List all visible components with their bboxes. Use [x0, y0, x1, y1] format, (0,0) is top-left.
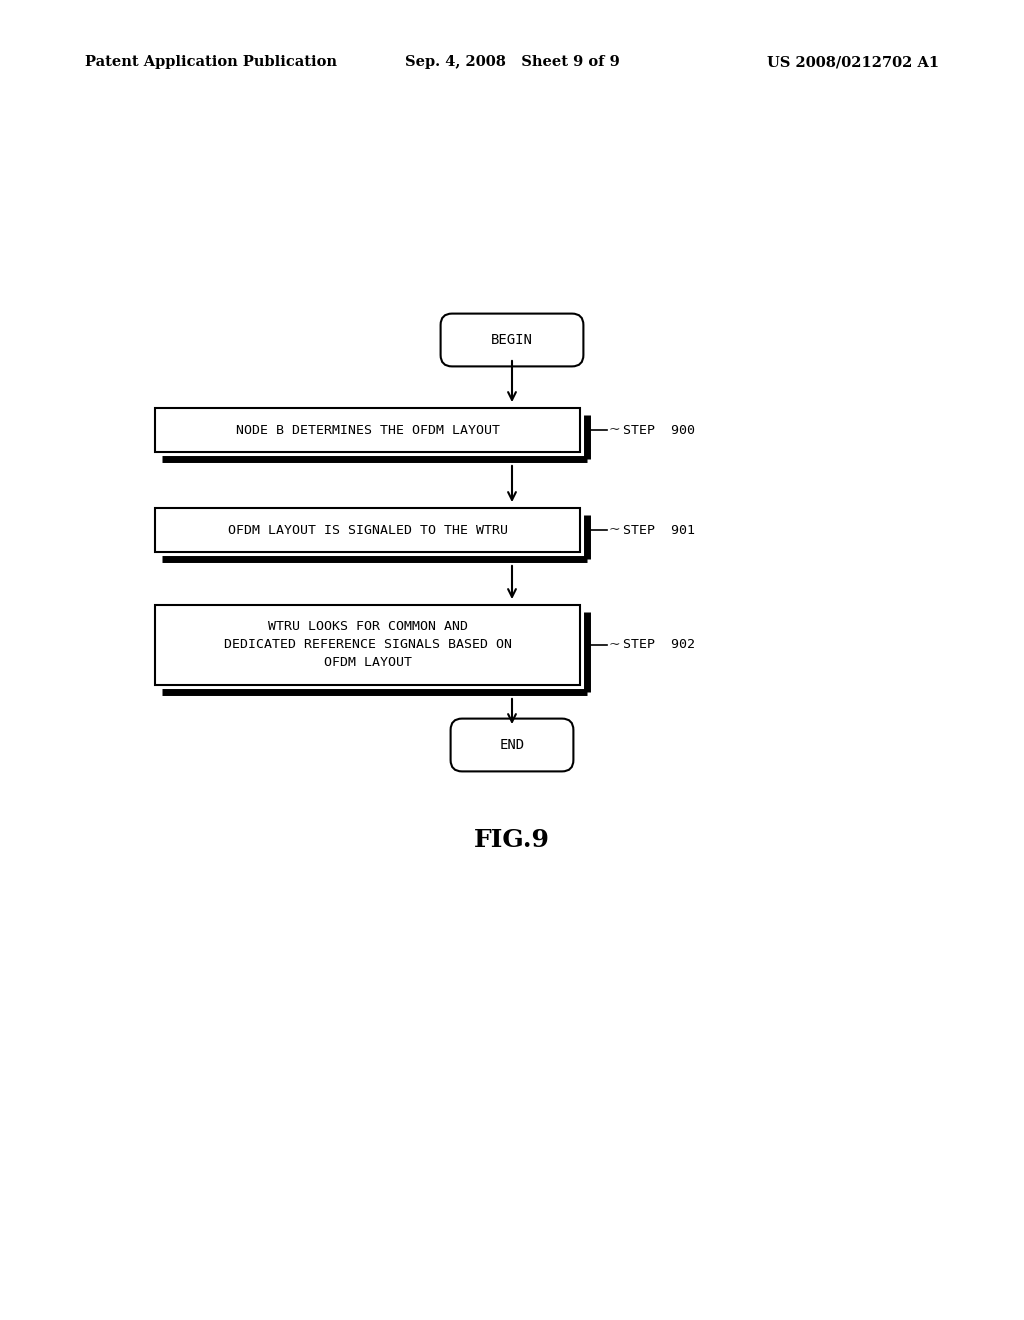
Text: OFDM LAYOUT IS SIGNALED TO THE WTRU: OFDM LAYOUT IS SIGNALED TO THE WTRU — [227, 524, 508, 536]
Text: END: END — [500, 738, 524, 752]
Text: STEP  902: STEP 902 — [623, 639, 695, 652]
Text: NODE B DETERMINES THE OFDM LAYOUT: NODE B DETERMINES THE OFDM LAYOUT — [236, 424, 500, 437]
Text: FIG.9: FIG.9 — [474, 828, 550, 851]
Text: ~: ~ — [609, 638, 621, 652]
Bar — [155, 408, 580, 451]
Text: BEGIN: BEGIN — [492, 333, 532, 347]
FancyBboxPatch shape — [451, 718, 573, 771]
Bar — [155, 605, 580, 685]
Text: STEP  901: STEP 901 — [623, 524, 695, 536]
Text: ~: ~ — [609, 523, 621, 537]
Bar — [155, 508, 580, 552]
Text: STEP  900: STEP 900 — [623, 424, 695, 437]
Text: Sep. 4, 2008   Sheet 9 of 9: Sep. 4, 2008 Sheet 9 of 9 — [404, 55, 620, 69]
Text: WTRU LOOKS FOR COMMON AND
DEDICATED REFERENCE SIGNALS BASED ON
OFDM LAYOUT: WTRU LOOKS FOR COMMON AND DEDICATED REFE… — [223, 620, 512, 669]
Text: US 2008/0212702 A1: US 2008/0212702 A1 — [767, 55, 939, 69]
Text: ~: ~ — [609, 422, 621, 437]
Text: Patent Application Publication: Patent Application Publication — [85, 55, 337, 69]
FancyBboxPatch shape — [440, 314, 584, 367]
